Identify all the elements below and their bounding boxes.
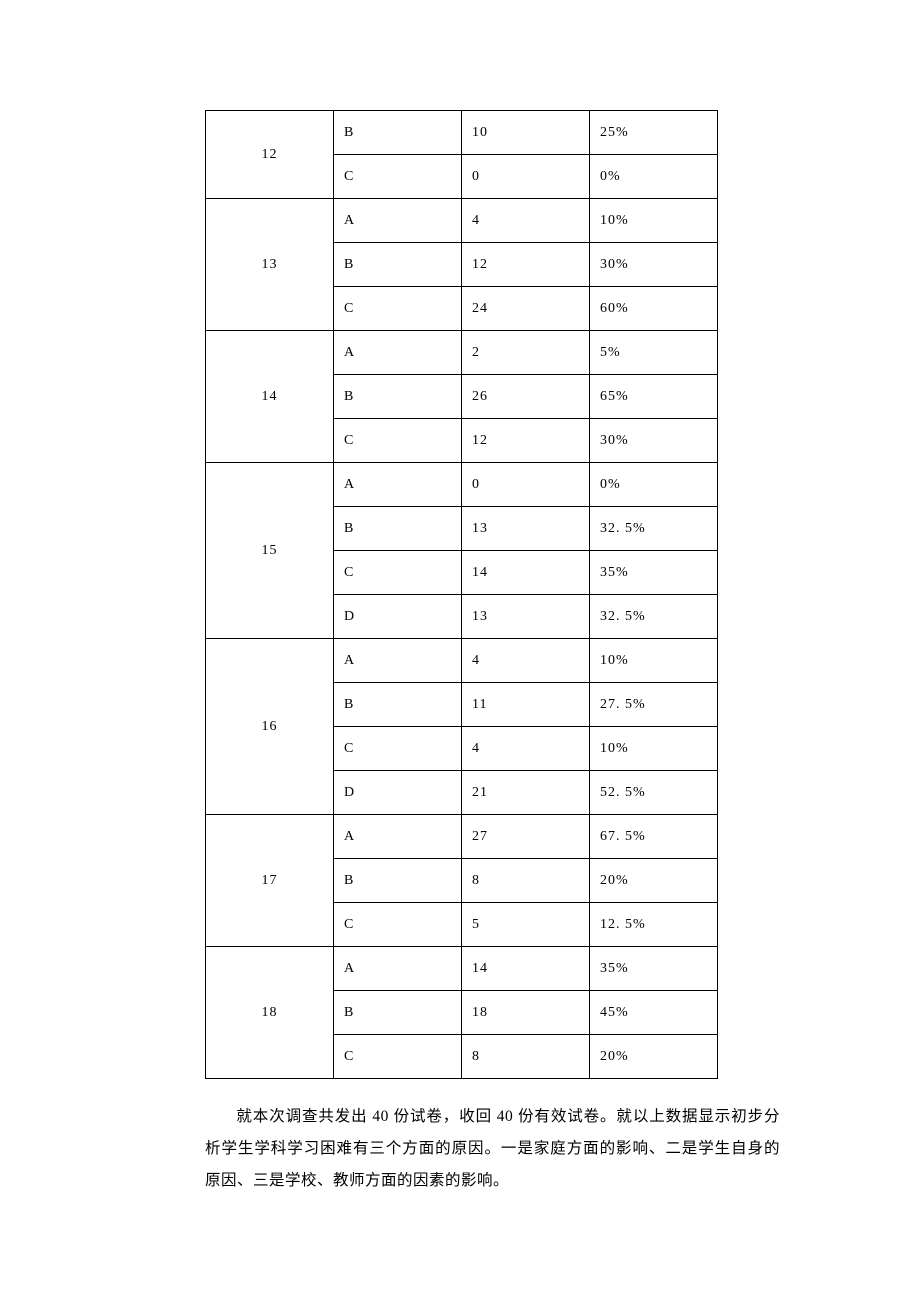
option-cell: A (334, 947, 462, 991)
option-cell: B (334, 991, 462, 1035)
count-cell: 12 (462, 419, 590, 463)
percent-cell: 67. 5% (590, 815, 718, 859)
percent-cell: 35% (590, 551, 718, 595)
option-cell: D (334, 595, 462, 639)
option-cell: B (334, 507, 462, 551)
count-cell: 14 (462, 947, 590, 991)
count-cell: 12 (462, 243, 590, 287)
table-row: 18A1435% (206, 947, 718, 991)
group-id-cell: 14 (206, 331, 334, 463)
option-cell: C (334, 727, 462, 771)
group-id-cell: 16 (206, 639, 334, 815)
table-row: 13A410% (206, 199, 718, 243)
table-row: 15A00% (206, 463, 718, 507)
count-cell: 26 (462, 375, 590, 419)
count-cell: 4 (462, 727, 590, 771)
count-cell: 4 (462, 199, 590, 243)
count-cell: 2 (462, 331, 590, 375)
option-cell: B (334, 859, 462, 903)
percent-cell: 0% (590, 463, 718, 507)
percent-cell: 10% (590, 639, 718, 683)
percent-cell: 32. 5% (590, 507, 718, 551)
count-cell: 27 (462, 815, 590, 859)
option-cell: C (334, 551, 462, 595)
count-cell: 14 (462, 551, 590, 595)
percent-cell: 5% (590, 331, 718, 375)
table-row: 17A2767. 5% (206, 815, 718, 859)
count-cell: 13 (462, 595, 590, 639)
option-cell: C (334, 903, 462, 947)
count-cell: 24 (462, 287, 590, 331)
percent-cell: 20% (590, 1035, 718, 1079)
group-id-cell: 13 (206, 199, 334, 331)
group-id-cell: 12 (206, 111, 334, 199)
option-cell: C (334, 287, 462, 331)
option-cell: C (334, 419, 462, 463)
percent-cell: 45% (590, 991, 718, 1035)
option-cell: A (334, 815, 462, 859)
count-cell: 0 (462, 155, 590, 199)
percent-cell: 0% (590, 155, 718, 199)
count-cell: 4 (462, 639, 590, 683)
percent-cell: 27. 5% (590, 683, 718, 727)
count-cell: 10 (462, 111, 590, 155)
percent-cell: 10% (590, 199, 718, 243)
percent-cell: 10% (590, 727, 718, 771)
count-cell: 5 (462, 903, 590, 947)
table-row: 12B1025% (206, 111, 718, 155)
option-cell: C (334, 1035, 462, 1079)
analysis-paragraph: 就本次调查共发出 40 份试卷，收回 40 份有效试卷。就以上数据显示初步分析学… (205, 1101, 780, 1196)
count-cell: 8 (462, 859, 590, 903)
count-cell: 18 (462, 991, 590, 1035)
option-cell: A (334, 463, 462, 507)
survey-table: 12B1025%C00%13A410%B1230%C2460%14A25%B26… (205, 110, 718, 1079)
option-cell: A (334, 331, 462, 375)
option-cell: B (334, 111, 462, 155)
option-cell: B (334, 375, 462, 419)
percent-cell: 52. 5% (590, 771, 718, 815)
group-id-cell: 17 (206, 815, 334, 947)
percent-cell: 60% (590, 287, 718, 331)
percent-cell: 25% (590, 111, 718, 155)
table-row: 16A410% (206, 639, 718, 683)
option-cell: D (334, 771, 462, 815)
group-id-cell: 18 (206, 947, 334, 1079)
option-cell: B (334, 683, 462, 727)
percent-cell: 20% (590, 859, 718, 903)
count-cell: 21 (462, 771, 590, 815)
percent-cell: 32. 5% (590, 595, 718, 639)
analysis-text: 就本次调查共发出 40 份试卷，收回 40 份有效试卷。就以上数据显示初步分析学… (205, 1108, 780, 1189)
percent-cell: 65% (590, 375, 718, 419)
percent-cell: 30% (590, 243, 718, 287)
table-row: 14A25% (206, 331, 718, 375)
count-cell: 11 (462, 683, 590, 727)
option-cell: C (334, 155, 462, 199)
percent-cell: 35% (590, 947, 718, 991)
percent-cell: 30% (590, 419, 718, 463)
count-cell: 13 (462, 507, 590, 551)
option-cell: A (334, 199, 462, 243)
count-cell: 0 (462, 463, 590, 507)
count-cell: 8 (462, 1035, 590, 1079)
percent-cell: 12. 5% (590, 903, 718, 947)
option-cell: B (334, 243, 462, 287)
group-id-cell: 15 (206, 463, 334, 639)
option-cell: A (334, 639, 462, 683)
